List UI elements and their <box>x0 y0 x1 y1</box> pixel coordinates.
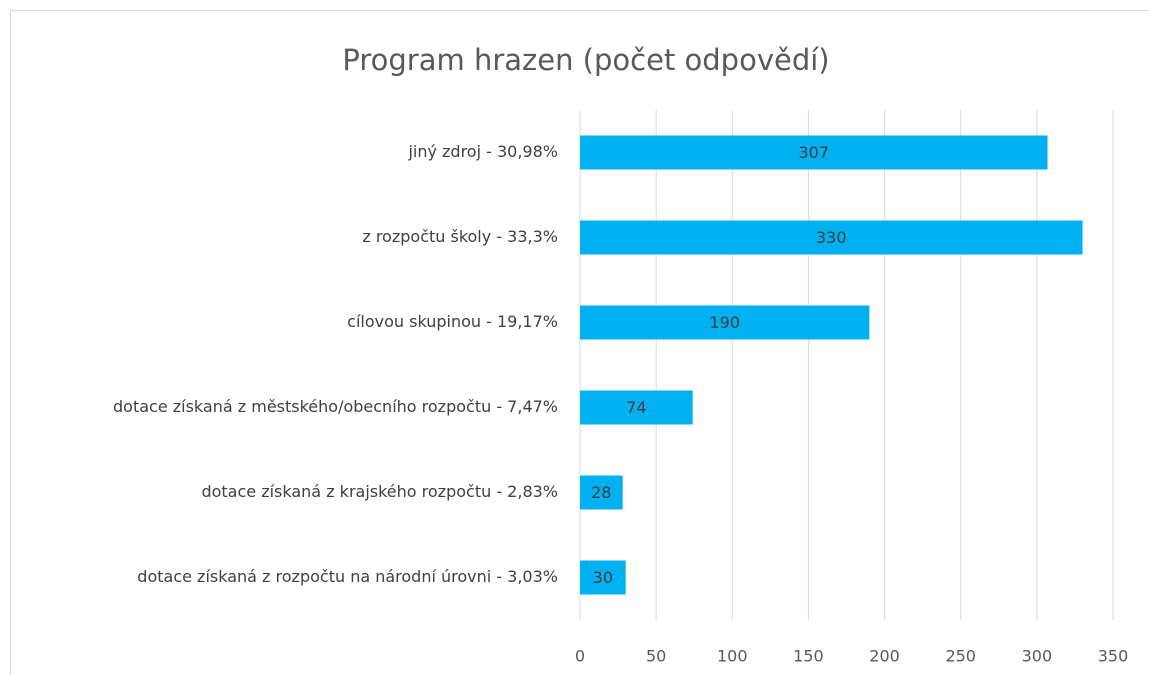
x-tick-label: 250 <box>945 647 976 666</box>
y-tick-label: dotace získaná z krajského rozpočtu - 2,… <box>201 482 558 501</box>
y-tick-label: dotace získaná z městského/obecního rozp… <box>113 397 558 416</box>
data-label: 330 <box>816 228 847 247</box>
x-tick-label: 200 <box>869 647 900 666</box>
x-tick-label: 100 <box>717 647 748 666</box>
data-label: 28 <box>591 483 611 502</box>
x-tick-label: 350 <box>1098 647 1129 666</box>
bar <box>580 305 870 340</box>
y-tick-label: z rozpočtu školy - 33,3% <box>362 227 558 246</box>
x-tick-label: 150 <box>793 647 824 666</box>
y-tick-label: dotace získaná z rozpočtu na národní úro… <box>137 567 558 586</box>
y-tick-label: cílovou skupinou - 19,17% <box>347 312 558 331</box>
x-tick-label: 300 <box>1022 647 1053 666</box>
bar <box>580 135 1048 170</box>
chart-title: Program hrazen (počet odpovědí) <box>342 43 829 77</box>
x-tick-label: 50 <box>646 647 666 666</box>
bar <box>580 560 626 595</box>
bar <box>580 220 1083 255</box>
bar <box>580 390 693 425</box>
y-tick-label: jiný zdroj - 30,98% <box>407 142 558 161</box>
x-tick-label: 0 <box>575 647 585 666</box>
data-label: 190 <box>709 313 740 332</box>
data-label: 307 <box>798 143 829 162</box>
bar <box>580 475 623 510</box>
data-label: 74 <box>626 398 646 417</box>
data-label: 30 <box>593 568 613 587</box>
